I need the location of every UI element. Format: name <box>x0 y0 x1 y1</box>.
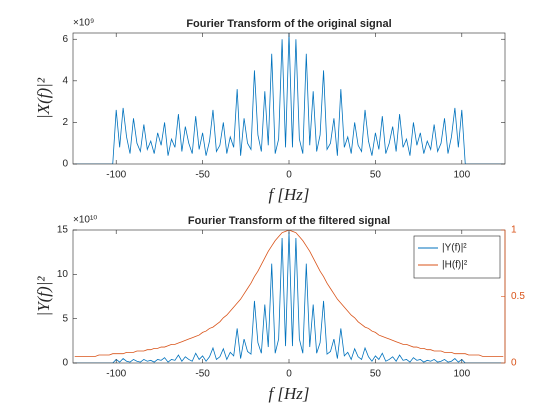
x-tick-label: -50 <box>195 369 210 380</box>
y-tick-label: 10 <box>57 269 69 280</box>
y2-tick-label: 0.5 <box>511 291 525 302</box>
legend-box <box>413 235 501 279</box>
y-tick-label: 4 <box>62 75 68 86</box>
y-tick-label: 6 <box>62 34 68 45</box>
series-line <box>74 230 504 357</box>
x-axis-label: f [Hz] <box>268 185 309 204</box>
legend-label: |Y(f)|² <box>442 243 467 254</box>
plot-area <box>73 33 505 164</box>
y-multiplier: ×10⁹ <box>73 18 94 29</box>
legend-label: |H(f)|² <box>442 260 468 271</box>
y-axis-label: |Y(f)|² <box>34 276 53 317</box>
x-tick-label: 50 <box>370 369 382 380</box>
x-tick-label: 50 <box>370 170 382 181</box>
y2-tick-label: 0 <box>511 358 517 369</box>
x-tick-label: 100 <box>453 170 470 181</box>
title: Fourier Transform of the original signal <box>186 18 391 30</box>
x-tick-label: 0 <box>286 170 292 181</box>
y-multiplier: ×10¹⁰ <box>73 215 97 226</box>
y-tick-label: 0 <box>62 159 68 170</box>
x-tick-label: 0 <box>286 369 292 380</box>
y-tick-label: 15 <box>57 225 69 236</box>
x-tick-label: -100 <box>106 170 126 181</box>
x-tick-label: -100 <box>106 369 126 380</box>
x-tick-label: 100 <box>453 369 470 380</box>
x-tick-label: -50 <box>195 170 210 181</box>
y-tick-label: 0 <box>62 358 68 369</box>
series-line <box>74 33 504 164</box>
y-axis-label: |X(f)|² <box>34 77 53 119</box>
title: Fourier Transform of the filtered signal <box>188 215 390 227</box>
x-axis-label: f [Hz] <box>268 384 309 403</box>
y-tick-label: 5 <box>62 313 68 324</box>
y-tick-label: 2 <box>62 117 68 128</box>
y2-tick-label: 1 <box>511 225 517 236</box>
